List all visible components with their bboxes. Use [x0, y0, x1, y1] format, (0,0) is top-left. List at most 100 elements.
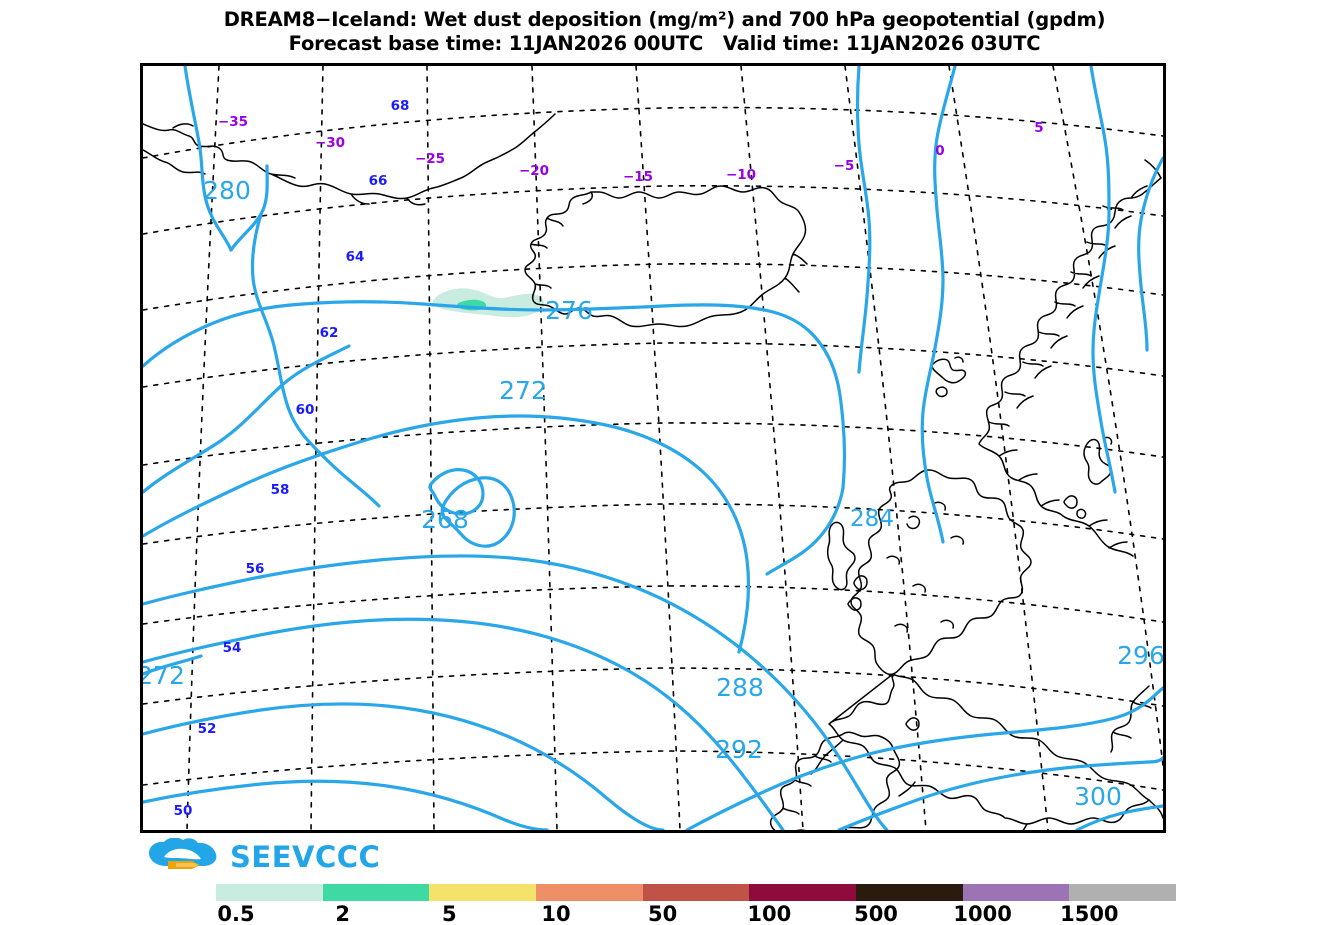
lon-label-5: 5 [1034, 120, 1043, 136]
colorbar-label-2: 2 [335, 902, 350, 925]
coast-iceland [524, 185, 808, 328]
contour-276 [143, 300, 847, 490]
colorbar-label-10: 10 [541, 902, 571, 925]
coastlines [143, 113, 1163, 830]
contour-280-lower [143, 344, 351, 494]
lon-label-m10: −10 [726, 167, 756, 183]
contour-label-284: 284 [850, 506, 894, 532]
contour-296 [685, 686, 1163, 830]
contour-280 [229, 164, 381, 508]
contour-292 [143, 702, 665, 830]
lat-label-66: 66 [369, 173, 388, 189]
meridian-m25 [426, 66, 435, 830]
contour-labels: 280 276 272 268 272 284 288 292 296 300 [143, 176, 1163, 811]
contour-label-272-edge: 272 [143, 661, 185, 690]
map-panel[interactable]: 280 276 272 268 272 284 288 292 296 300 … [140, 63, 1166, 833]
coast-faroe-islands [931, 356, 967, 398]
colorbar-swatch-5 [429, 884, 536, 901]
coast-norway [978, 159, 1162, 557]
contour-label-288: 288 [716, 673, 764, 702]
parallel-66 [143, 184, 1163, 235]
parallel-54 [143, 667, 1163, 707]
parallel-52 [143, 750, 1163, 791]
contour-272 [143, 414, 751, 654]
meridian-m20 [531, 66, 558, 830]
latitude-labels: 68 66 64 62 60 58 56 54 52 50 [174, 98, 410, 819]
contour-284 [920, 66, 957, 544]
contour-label-272: 272 [499, 376, 547, 405]
contour-300 [837, 756, 1163, 830]
colorbar-label-1000: 1000 [953, 902, 1012, 925]
contour-label-276: 276 [545, 296, 593, 325]
lat-label-62: 62 [320, 325, 339, 341]
coast-shetland [1083, 436, 1113, 485]
contour-label-296: 296 [1117, 641, 1163, 670]
meridian-m5 [844, 66, 927, 830]
lat-label-54: 54 [223, 640, 242, 656]
graticule-grid [143, 66, 1163, 830]
contour-284b [855, 66, 872, 374]
lat-label-60: 60 [296, 402, 315, 418]
contour-label-280: 280 [203, 176, 251, 205]
contour-label-300: 300 [1074, 782, 1122, 811]
parallel-58 [143, 503, 1163, 545]
dust-deposition-shading [432, 288, 545, 318]
contour-label-268: 268 [421, 505, 469, 534]
coast-outer-hebrides [826, 521, 868, 611]
parallel-56 [143, 585, 1163, 625]
longitude-labels: −35 −30 −25 −20 −15 −10 −5 0 5 [218, 114, 1044, 185]
colorbar-label-0.5: 0.5 [217, 902, 255, 925]
coast-orkney [1063, 495, 1087, 519]
colorbar-swatch-100 [749, 884, 856, 901]
colorbar-swatch-1000 [962, 884, 1070, 901]
coast-isle-of-man [905, 717, 920, 731]
chart-title-block: DREAM8−Iceland: Wet dust deposition (mg/… [0, 8, 1329, 56]
page-title: DREAM8−Iceland: Wet dust deposition (mg/… [223, 8, 1106, 31]
contour-272-label-seg [143, 654, 203, 676]
contour-label-292: 292 [715, 735, 763, 764]
lon-label-m15: −15 [623, 169, 653, 185]
colorbar-swatch-500 [855, 884, 963, 901]
geopotential-contours [143, 66, 1163, 830]
coast-england-wales [810, 673, 1150, 825]
colorbar-swatch-10 [535, 884, 643, 901]
meridian-m15 [635, 66, 681, 830]
meridian-m35 [186, 66, 220, 830]
colorbar-swatch-50 [642, 884, 750, 901]
contour-276b [765, 486, 845, 576]
coast-ireland [769, 731, 901, 830]
colorbar-label-50: 50 [648, 902, 678, 925]
map-canvas: 280 276 272 268 272 284 288 292 296 300 … [143, 66, 1163, 830]
lat-label-58: 58 [271, 482, 290, 498]
lat-label-56: 56 [246, 561, 265, 577]
lon-label-m5: −5 [834, 158, 855, 174]
colorbar-label-5: 5 [442, 902, 457, 925]
meridian-m10 [740, 66, 804, 830]
lon-label-m30: −30 [315, 135, 345, 151]
contour-norway-edge [1089, 66, 1117, 494]
colorbar-swatch-2 [322, 884, 430, 901]
contour-right-edge [1137, 156, 1163, 352]
lat-label-64: 64 [346, 249, 365, 265]
dust-patch-level-0p5-2 [432, 288, 545, 318]
meridian-5 [1052, 66, 1163, 772]
coast-scotland [850, 469, 1032, 676]
dust-deposition-colorbar[interactable]: 0.5 2 5 10 50 100 500 1000 1500 [216, 884, 1176, 925]
colorbar-label-1500: 1500 [1060, 902, 1119, 925]
contour-292b [143, 779, 549, 830]
logo-text: SEEVCCC [230, 840, 381, 874]
colorbar-swatches [216, 884, 1176, 901]
lon-label-0: 0 [935, 143, 944, 159]
parallel-64 [143, 262, 1163, 311]
lon-label-m25: −25 [415, 151, 445, 167]
coast-greenland [143, 113, 556, 206]
seevccc-logo[interactable]: SEEVCCC [146, 836, 380, 876]
contour-268-inner [428, 468, 485, 516]
colorbar-label-100: 100 [747, 902, 792, 925]
meridian-m30 [310, 66, 324, 830]
parallel-68 [143, 106, 1163, 159]
colorbar-label-500: 500 [854, 902, 898, 925]
colorbar-swatch-1500 [1069, 884, 1176, 901]
meridian-0 [948, 66, 1049, 830]
colorbar-tick-labels: 0.5 2 5 10 50 100 500 1000 1500 [216, 902, 1176, 925]
